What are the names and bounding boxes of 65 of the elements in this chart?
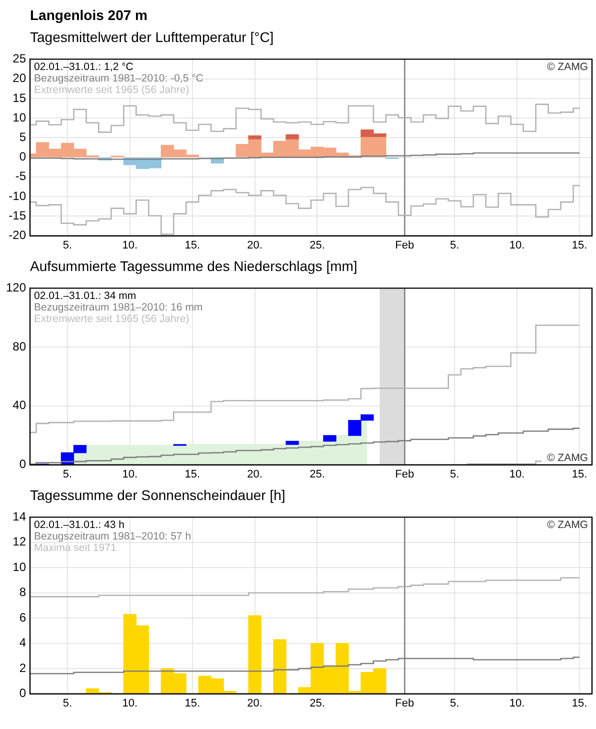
- y-tick-label: 14: [12, 510, 26, 524]
- x-tick-label: 25.: [310, 468, 325, 480]
- y-tick-label: 20: [12, 71, 26, 86]
- y-tick-label: 10: [12, 560, 26, 574]
- x-tick-label: 15.: [184, 239, 200, 252]
- x-tick-label: 15.: [572, 697, 588, 710]
- x-tick-label: 5.: [450, 697, 460, 710]
- x-tick-label: 25.: [310, 697, 325, 710]
- annotation: Bezugszeitraum 1981–2010: 57 h: [34, 530, 192, 543]
- annotation: Extremwerte seit 1965 (56 Jahre): [34, 84, 190, 96]
- x-tick-label: 20.: [247, 239, 262, 252]
- x-tick-label: 25.: [310, 239, 325, 252]
- x-tick-label: 5.: [62, 468, 72, 480]
- x-tick-label: 10.: [122, 468, 138, 480]
- y-tick-label: -20: [8, 228, 26, 242]
- annotation: Maxima seit 1971: [34, 542, 116, 554]
- x-tick-label: 10.: [509, 239, 525, 252]
- y-tick-label: -15: [8, 208, 26, 222]
- x-tick-label: 10.: [509, 468, 525, 480]
- annotation: © ZAMG: [547, 519, 588, 532]
- annotation: 02.01.–31.01.: 34 mm: [34, 290, 136, 302]
- y-tick-label: 120: [6, 280, 26, 295]
- x-tick-label: 15.: [184, 697, 200, 710]
- y-tick-label: 8: [19, 585, 26, 600]
- annotation: Extremwerte seit 1965 (56 Jahre): [34, 313, 190, 326]
- y-tick-label: 12: [12, 534, 26, 549]
- y-tick-label: 6: [19, 610, 26, 624]
- y-tick-label: 4: [19, 636, 26, 650]
- annotation: © ZAMG: [547, 452, 588, 464]
- y-tick-label: -5: [15, 169, 26, 184]
- x-tick-label: 5.: [62, 239, 72, 252]
- x-tick-label: 10.: [509, 697, 525, 710]
- x-tick-label: 15.: [572, 468, 588, 480]
- x-tick-label: Feb: [395, 697, 414, 710]
- y-tick-label: 0: [19, 457, 26, 472]
- y-tick-label: 2: [19, 660, 26, 675]
- annotation: Bezugszeitraum 1981–2010: 16 mm: [34, 302, 203, 314]
- x-tick-label: 20.: [247, 697, 262, 710]
- y-tick-label: 80: [12, 339, 26, 354]
- annotation: 02.01.–31.01.: 1,2 °C: [34, 61, 134, 74]
- x-tick-label: 15.: [572, 239, 588, 252]
- y-tick-label: 10: [12, 110, 26, 124]
- x-tick-label: 10.: [122, 697, 138, 710]
- x-tick-label: 10.: [122, 239, 138, 252]
- annotation: 02.01.–31.01.: 43 h: [34, 519, 125, 532]
- y-tick-label: 15: [12, 90, 26, 105]
- chart-title: Tagessumme der Sonnenscheindauer [h]: [29, 486, 286, 505]
- annotation: Bezugszeitraum 1981–2010: -0,5 °C: [34, 72, 204, 85]
- chart-title: Aufsummierte Tagessumme des Niederschlags [mm]: [29, 257, 358, 276]
- x-tick-label: Feb: [395, 468, 414, 480]
- x-tick-label: 15.: [184, 468, 200, 480]
- x-tick-label: Feb: [395, 239, 414, 252]
- chart-title: Langenlois 207 m: [29, 6, 148, 25]
- y-tick-label: 0: [19, 150, 26, 164]
- x-tick-label: 5.: [450, 239, 460, 252]
- y-tick-label: 40: [12, 398, 26, 412]
- y-tick-label: 25: [12, 52, 26, 66]
- y-tick-label: 5: [19, 130, 26, 144]
- y-tick-label: 0: [19, 686, 26, 700]
- x-tick-label: 5.: [450, 468, 460, 480]
- x-tick-label: 20.: [247, 468, 262, 480]
- x-tick-label: 5.: [62, 697, 72, 710]
- chart-subtitle: Tagesmittelwert der Lufttemperatur [°C]: [29, 28, 275, 47]
- y-tick-label: -10: [8, 188, 26, 203]
- annotation: © ZAMG: [547, 61, 588, 74]
